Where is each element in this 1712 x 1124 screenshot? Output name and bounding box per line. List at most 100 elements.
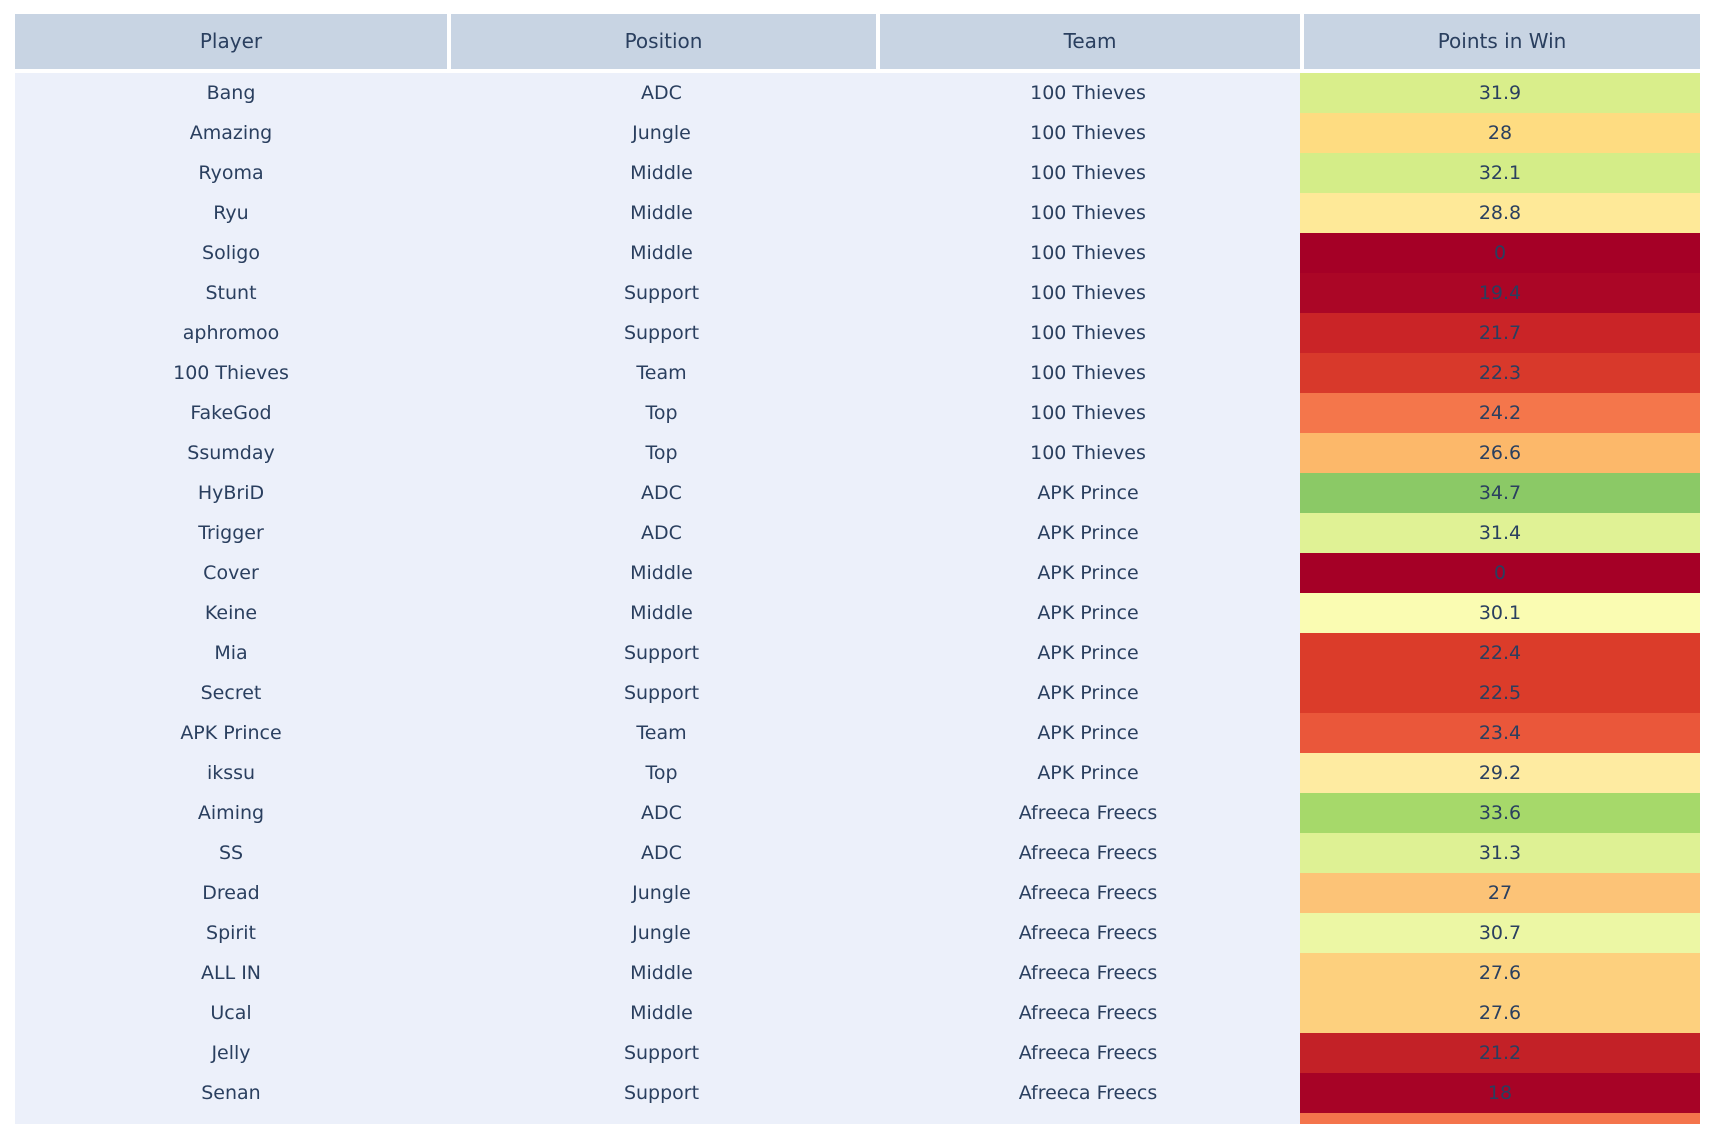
position-cell: ADC [447,473,876,513]
player-cell: SS [15,833,447,873]
table-row: Ryu Middle 100 Thieves 28.8 [15,193,1700,233]
player-cell: Ryu [15,193,447,233]
points-cell: 26.6 [1300,433,1700,473]
points-cell: 31.4 [1300,513,1700,553]
table-row: Amazing Jungle 100 Thieves 28 [15,113,1700,153]
player-cell: Keine [15,593,447,633]
points-cell: 0 [1300,553,1700,593]
player-cell: Amazing [15,113,447,153]
points-cell: 22.4 [1300,633,1700,673]
table-row: Keine Middle APK Prince 30.1 [15,593,1700,633]
position-cell: Middle [447,553,876,593]
position-cell: Jungle [447,913,876,953]
position-cell: Support [447,1033,876,1073]
team-cell: Afreeca Freecs [876,953,1300,993]
player-cell-partial [15,1113,447,1124]
table-row: HyBriD ADC APK Prince 34.7 [15,473,1700,513]
table-row: Secret Support APK Prince 22.5 [15,673,1700,713]
points-cell: 28.8 [1300,193,1700,233]
table-row: Ucal Middle Afreeca Freecs 27.6 [15,993,1700,1033]
position-cell: ADC [447,793,876,833]
position-cell: Top [447,753,876,793]
team-cell: 100 Thieves [876,233,1300,273]
table-row: Ryoma Middle 100 Thieves 32.1 [15,153,1700,193]
team-cell: APK Prince [876,633,1300,673]
table-row: Mia Support APK Prince 22.4 [15,633,1700,673]
team-cell: 100 Thieves [876,393,1300,433]
table-row: Ssumday Top 100 Thieves 26.6 [15,433,1700,473]
position-cell: Middle [447,953,876,993]
position-cell: Team [447,713,876,753]
points-cell: 31.3 [1300,833,1700,873]
points-cell: 34.7 [1300,473,1700,513]
table-row: APK Prince Team APK Prince 23.4 [15,713,1700,753]
player-cell: Aiming [15,793,447,833]
team-cell: APK Prince [876,513,1300,553]
player-cell: Stunt [15,273,447,313]
position-cell: ADC [447,833,876,873]
table-row: Senan Support Afreeca Freecs 18 [15,1073,1700,1113]
team-cell: Afreeca Freecs [876,873,1300,913]
position-cell: Support [447,313,876,353]
position-cell: Middle [447,233,876,273]
position-cell: Middle [447,993,876,1033]
table-body: Bang ADC 100 Thieves 31.9 Amazing Jungle… [15,73,1700,1113]
team-cell: Afreeca Freecs [876,993,1300,1033]
player-cell: APK Prince [15,713,447,753]
team-cell: Afreeca Freecs [876,913,1300,953]
points-cell: 19.4 [1300,273,1700,313]
player-cell: Soligo [15,233,447,273]
player-cell: 100 Thieves [15,353,447,393]
team-cell: APK Prince [876,593,1300,633]
points-cell: 30.7 [1300,913,1700,953]
team-cell: 100 Thieves [876,353,1300,393]
position-cell: Support [447,673,876,713]
table-row: aphromoo Support 100 Thieves 21.7 [15,313,1700,353]
table-row: ALL IN Middle Afreeca Freecs 27.6 [15,953,1700,993]
player-cell: Mia [15,633,447,673]
points-cell: 22.5 [1300,673,1700,713]
player-cell: Trigger [15,513,447,553]
player-cell: Senan [15,1073,447,1113]
column-header-player: Player [15,14,447,69]
points-cell: 30.1 [1300,593,1700,633]
team-cell: 100 Thieves [876,433,1300,473]
team-cell: APK Prince [876,713,1300,753]
team-cell: 100 Thieves [876,153,1300,193]
team-cell: APK Prince [876,753,1300,793]
points-cell: 22.3 [1300,353,1700,393]
column-header-team: Team [876,14,1300,69]
team-cell: APK Prince [876,673,1300,713]
table-row: Stunt Support 100 Thieves 19.4 [15,273,1700,313]
position-cell: Support [447,633,876,673]
player-cell: Spirit [15,913,447,953]
player-cell: ALL IN [15,953,447,993]
table-row: Bang ADC 100 Thieves 31.9 [15,73,1700,113]
player-cell: aphromoo [15,313,447,353]
table-row: Aiming ADC Afreeca Freecs 33.6 [15,793,1700,833]
team-cell: 100 Thieves [876,73,1300,113]
player-points-table: Player Position Team Points in Win Bang … [15,14,1700,1124]
position-cell: Team [447,353,876,393]
position-cell: ADC [447,73,876,113]
position-cell: Jungle [447,873,876,913]
partial-clipped-row [15,1113,1700,1124]
team-cell: APK Prince [876,553,1300,593]
team-cell: 100 Thieves [876,313,1300,353]
position-cell: Middle [447,193,876,233]
team-cell: APK Prince [876,473,1300,513]
position-cell: Middle [447,153,876,193]
points-cell: 29.2 [1300,753,1700,793]
table-row: Soligo Middle 100 Thieves 0 [15,233,1700,273]
table-header-row: Player Position Team Points in Win [15,14,1700,69]
points-cell: 23.4 [1300,713,1700,753]
player-cell: Ssumday [15,433,447,473]
position-cell: Middle [447,593,876,633]
points-cell-partial [1300,1113,1700,1124]
table-row: Trigger ADC APK Prince 31.4 [15,513,1700,553]
table-row: Dread Jungle Afreeca Freecs 27 [15,873,1700,913]
position-cell-partial [447,1113,876,1124]
team-cell-partial [876,1113,1300,1124]
table-row: FakeGod Top 100 Thieves 24.2 [15,393,1700,433]
points-cell: 32.1 [1300,153,1700,193]
